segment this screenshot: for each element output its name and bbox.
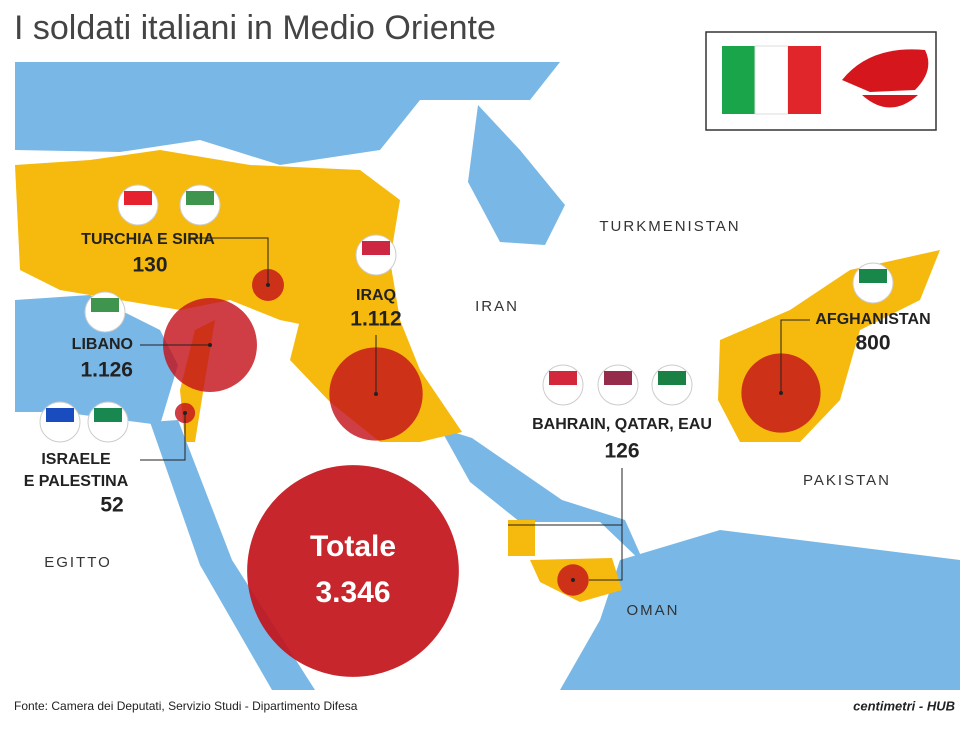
region-value: 1.126 [80,359,133,382]
flag-icon [46,408,74,422]
title: I soldati italiani in Medio Oriente [14,9,496,47]
region-label: AFGHANISTAN [815,311,930,328]
region-label: LIBANO [72,336,133,353]
flag-icon [124,191,152,205]
region-label: E PALESTINA [24,473,129,490]
leader-dot [779,391,783,395]
country-label: TURKMENISTAN [599,218,740,235]
region-value: 130 [132,254,167,277]
region-value: 126 [604,440,639,463]
flag-box [705,31,937,131]
country-label: EGITTO [44,554,112,571]
annotations: TURKMENISTAN IRAN PAKISTAN EGITTO OMAN TURCHI… [24,184,931,677]
region-value: 800 [855,332,890,355]
leader-dot [374,392,378,396]
region-label: IRAQ [356,287,396,304]
flag-icon [186,191,214,205]
flag-icon [94,408,122,422]
region-value: 1.112 [350,308,401,331]
flag-icon [549,371,577,385]
leader-line [190,237,269,285]
total-value: 3.346 [315,576,390,609]
country-label: PAKISTAN [803,472,891,489]
country-label: IRAN [475,298,519,315]
flag-icon [604,371,632,385]
total-bubble [247,465,459,677]
footer [0,690,969,724]
brand: centimetri - HUB [853,698,955,713]
leader-dot [266,283,270,287]
flag-icon [362,241,390,255]
leader-dot [208,343,212,347]
leader-line [780,319,810,393]
country-label: OMAN [627,602,680,619]
flag-icon [91,298,119,312]
total-label: Totale [310,530,396,563]
source: Fonte: Camera dei Deputati, Servizio Stu… [14,699,358,713]
flag-icon [859,269,887,283]
leader-dot [183,411,187,415]
leader-line [140,413,186,461]
region-label: ISRAELE [41,451,111,468]
region-value: 52 [100,494,123,517]
region-label: BAHRAIN, QATAR, EAU [532,416,712,433]
leader-dot [571,578,575,582]
seas [15,62,960,690]
leader-line [508,468,623,581]
flag-icon [658,371,686,385]
region-label: TURCHIA E SIRIA [81,231,215,248]
